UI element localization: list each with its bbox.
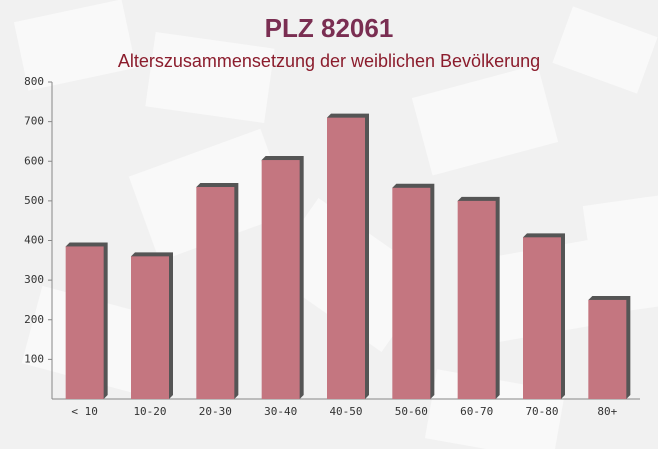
x-tick-label: < 10 bbox=[71, 405, 98, 418]
chart-title: PLZ 82061 bbox=[265, 13, 394, 43]
x-tick-label: 60-70 bbox=[460, 405, 493, 418]
bar bbox=[457, 200, 496, 399]
chart-subtitle: Alterszusammensetzung der weiblichen Bev… bbox=[118, 51, 540, 71]
y-tick-label: 500 bbox=[24, 194, 44, 207]
bar bbox=[392, 187, 431, 399]
y-tick-label: 600 bbox=[24, 154, 44, 167]
bar bbox=[261, 160, 300, 399]
x-tick-label: 10-20 bbox=[133, 405, 166, 418]
x-tick-label: 80+ bbox=[597, 405, 617, 418]
x-tick-label: 20-30 bbox=[199, 405, 232, 418]
y-tick-label: 200 bbox=[24, 313, 44, 326]
y-tick-label: 300 bbox=[24, 273, 44, 286]
bar bbox=[588, 299, 627, 399]
x-tick-label: 50-60 bbox=[395, 405, 428, 418]
bar bbox=[523, 237, 561, 399]
bar bbox=[327, 117, 365, 399]
bar bbox=[65, 246, 104, 399]
x-tick-label: 30-40 bbox=[264, 405, 297, 418]
y-tick-label: 100 bbox=[24, 352, 44, 365]
y-tick-label: 700 bbox=[24, 115, 44, 128]
y-tick-label: 400 bbox=[24, 234, 44, 247]
y-tick-label: 800 bbox=[24, 75, 44, 88]
bar bbox=[196, 187, 235, 399]
bar bbox=[131, 256, 169, 399]
x-tick-label: 70-80 bbox=[525, 405, 558, 418]
x-tick-label: 40-50 bbox=[329, 405, 362, 418]
